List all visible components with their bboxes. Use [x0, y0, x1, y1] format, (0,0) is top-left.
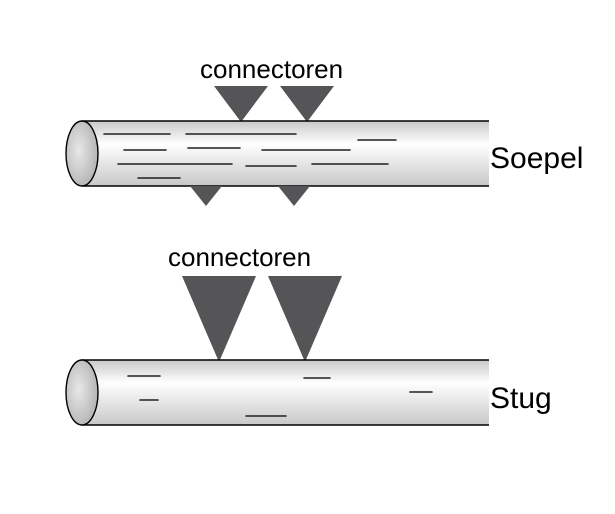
connector-triangle-icon — [190, 186, 222, 206]
top-triangles-above — [214, 86, 334, 122]
top-right-label: Soepel — [490, 142, 583, 175]
top-tube-body — [82, 121, 489, 186]
bottom-tube-endcap — [66, 360, 98, 425]
cable-diagram: connectoren Soepel connectoren Stug — [0, 0, 615, 514]
bottom-connector-label: connectoren — [168, 242, 311, 272]
bottom-triangles-above — [182, 276, 342, 362]
top-tube — [66, 121, 489, 186]
bottom-group: connectoren Stug — [66, 242, 552, 425]
connector-triangle-icon — [214, 86, 268, 122]
connector-triangle-icon — [268, 276, 342, 362]
connector-triangle-icon — [278, 186, 310, 206]
top-connector-label: connectoren — [200, 54, 343, 84]
top-triangles-below — [190, 186, 310, 206]
connector-triangle-icon — [182, 276, 256, 362]
connector-triangle-icon — [280, 86, 334, 122]
top-tube-endcap — [66, 121, 98, 186]
bottom-right-label: Stug — [490, 382, 552, 415]
top-group: connectoren Soepel — [66, 54, 583, 206]
